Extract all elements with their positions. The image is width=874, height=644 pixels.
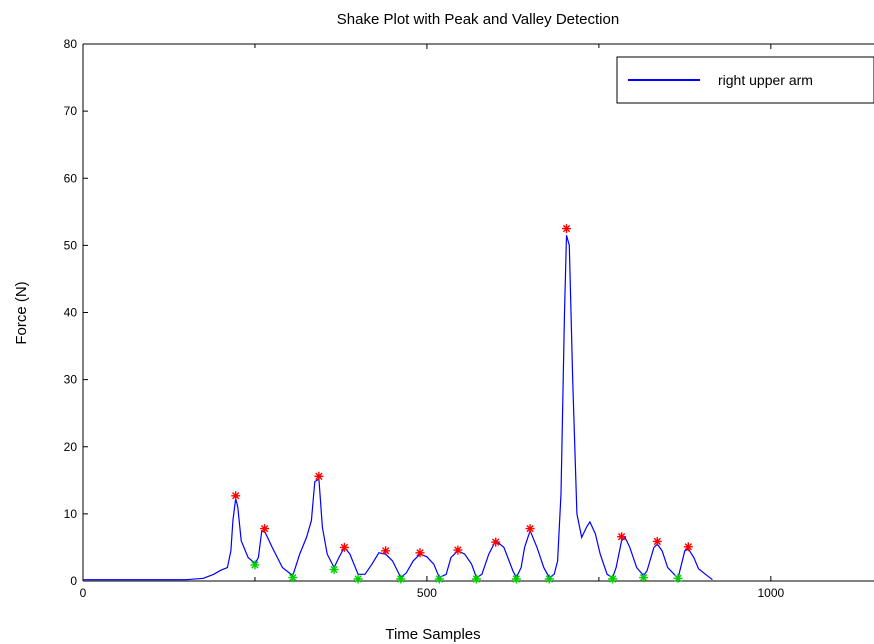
peak-marker [314,471,324,481]
valley-marker [673,573,683,583]
peak-marker [453,545,463,555]
x-tick-label: 0 [80,586,87,600]
peak-marker [617,532,627,542]
y-tick-label: 50 [64,238,78,252]
y-axis-label: Force (N) [13,281,30,344]
valley-marker [250,560,260,570]
peak-marker [231,491,241,501]
y-tick-label: 70 [64,104,78,118]
x-axis-label: Time Samples [385,626,480,643]
valley-marker [329,565,339,575]
valley-marker [511,574,521,584]
valley-marker [471,574,481,584]
y-tick-label: 80 [64,37,78,51]
y-tick-label: 0 [70,574,77,588]
valley-marker [608,574,618,584]
y-tick-label: 10 [64,507,78,521]
valley-marker [353,574,363,584]
peak-marker [683,542,693,552]
valley-marker [639,573,649,583]
peak-marker [339,542,349,552]
legend: right upper arm [616,56,874,104]
x-tick-label: 500 [417,586,437,600]
plot-area: 0 10 20 30 40 50 60 70 80 0 500 1000 [64,37,874,600]
y-tick-label: 60 [64,171,78,185]
y-tick-label: 30 [64,373,78,387]
chart-title: Shake Plot with Peak and Valley Detectio… [337,11,619,28]
peak-marker [381,546,391,556]
peak-marker [260,524,270,534]
y-tick-label: 20 [64,440,78,454]
peak-marker [415,548,425,558]
legend-entry-label: right upper arm [718,72,813,88]
peak-marker [491,537,501,547]
valley-marker [544,574,554,584]
x-tick-label: 1000 [757,586,784,600]
peak-marker [652,536,662,546]
valley-marker [396,574,406,584]
y-tick-label: 40 [64,306,78,320]
valley-marker [288,573,298,583]
valley-marker [434,574,444,584]
peak-marker [525,524,535,534]
series-line [83,235,713,581]
peak-marker [562,224,571,234]
